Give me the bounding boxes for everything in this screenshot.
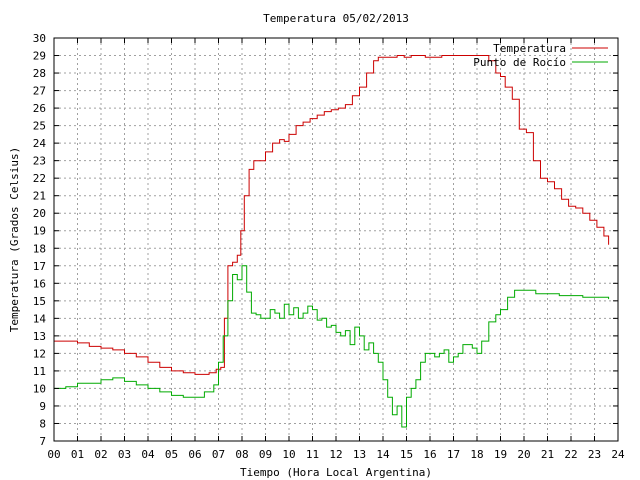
legend-label: Temperatura [493,42,566,55]
y-axis-label: Temperatura (Grados Celsius) [8,147,21,332]
x-tick-label: 08 [235,448,248,461]
y-tick-label: 28 [33,67,46,80]
x-tick-label: 12 [329,448,342,461]
y-tick-label: 27 [33,85,46,98]
series-lines [54,55,610,428]
x-tick-label: 15 [400,448,413,461]
x-tick-label: 04 [141,448,155,461]
x-tick-label: 18 [470,448,483,461]
x-tick-label: 09 [259,448,272,461]
grid-lines [54,38,618,441]
x-tick-label: 24 [611,448,625,461]
x-tick-label: 03 [118,448,131,461]
x-tick-label: 13 [353,448,366,461]
x-tick-label: 19 [494,448,507,461]
x-tick-label: 14 [376,448,390,461]
y-tick-label: 21 [33,190,46,203]
y-tick-label: 12 [33,347,46,360]
legend-label: Punto de Rocío [473,56,566,69]
x-tick-label: 16 [423,448,436,461]
y-tick-label: 11 [33,365,46,378]
y-tick-label: 19 [33,225,46,238]
y-tick-label: 17 [33,260,46,273]
temperatura-series-line [54,55,610,375]
x-tick-label: 10 [282,448,295,461]
y-tick-label: 7 [39,435,46,448]
x-tick-label: 23 [588,448,601,461]
x-tick-label: 05 [165,448,178,461]
y-tick-label: 14 [33,312,47,325]
y-tick-label: 25 [33,120,46,133]
y-tick-label: 15 [33,295,46,308]
y-tick-label: 29 [33,50,46,63]
y-tick-label: 30 [33,32,46,45]
x-tick-label: 20 [517,448,530,461]
y-tick-label: 22 [33,172,46,185]
x-tick-label: 07 [212,448,225,461]
x-tick-label: 01 [71,448,84,461]
x-tick-label: 11 [306,448,319,461]
y-tick-label: 20 [33,207,46,220]
x-tick-label: 00 [47,448,60,461]
chart-title: Temperatura 05/02/2013 [263,12,409,25]
x-axis-label: Tiempo (Hora Local Argentina) [240,466,432,479]
punto-de-rocio-series-line [54,265,610,428]
y-tick-label: 26 [33,102,46,115]
x-tick-label: 21 [541,448,554,461]
y-tick-label: 10 [33,382,46,395]
y-tick-label: 8 [39,417,46,430]
x-tick-label: 17 [447,448,460,461]
y-tick-label: 23 [33,155,46,168]
y-tick-label: 13 [33,330,46,343]
x-tick-label: 22 [564,448,577,461]
x-tick-label: 06 [188,448,201,461]
y-tick-label: 18 [33,242,46,255]
y-tick-label: 9 [39,400,46,413]
axis-ticks: 00 01 02 03 04 05 06 07 08 09 10 11 12 13 14 15 16 17 18 19… [33,32,625,461]
y-tick-label: 16 [33,277,46,290]
y-tick-label: 24 [33,137,47,150]
x-tick-label: 02 [94,448,107,461]
